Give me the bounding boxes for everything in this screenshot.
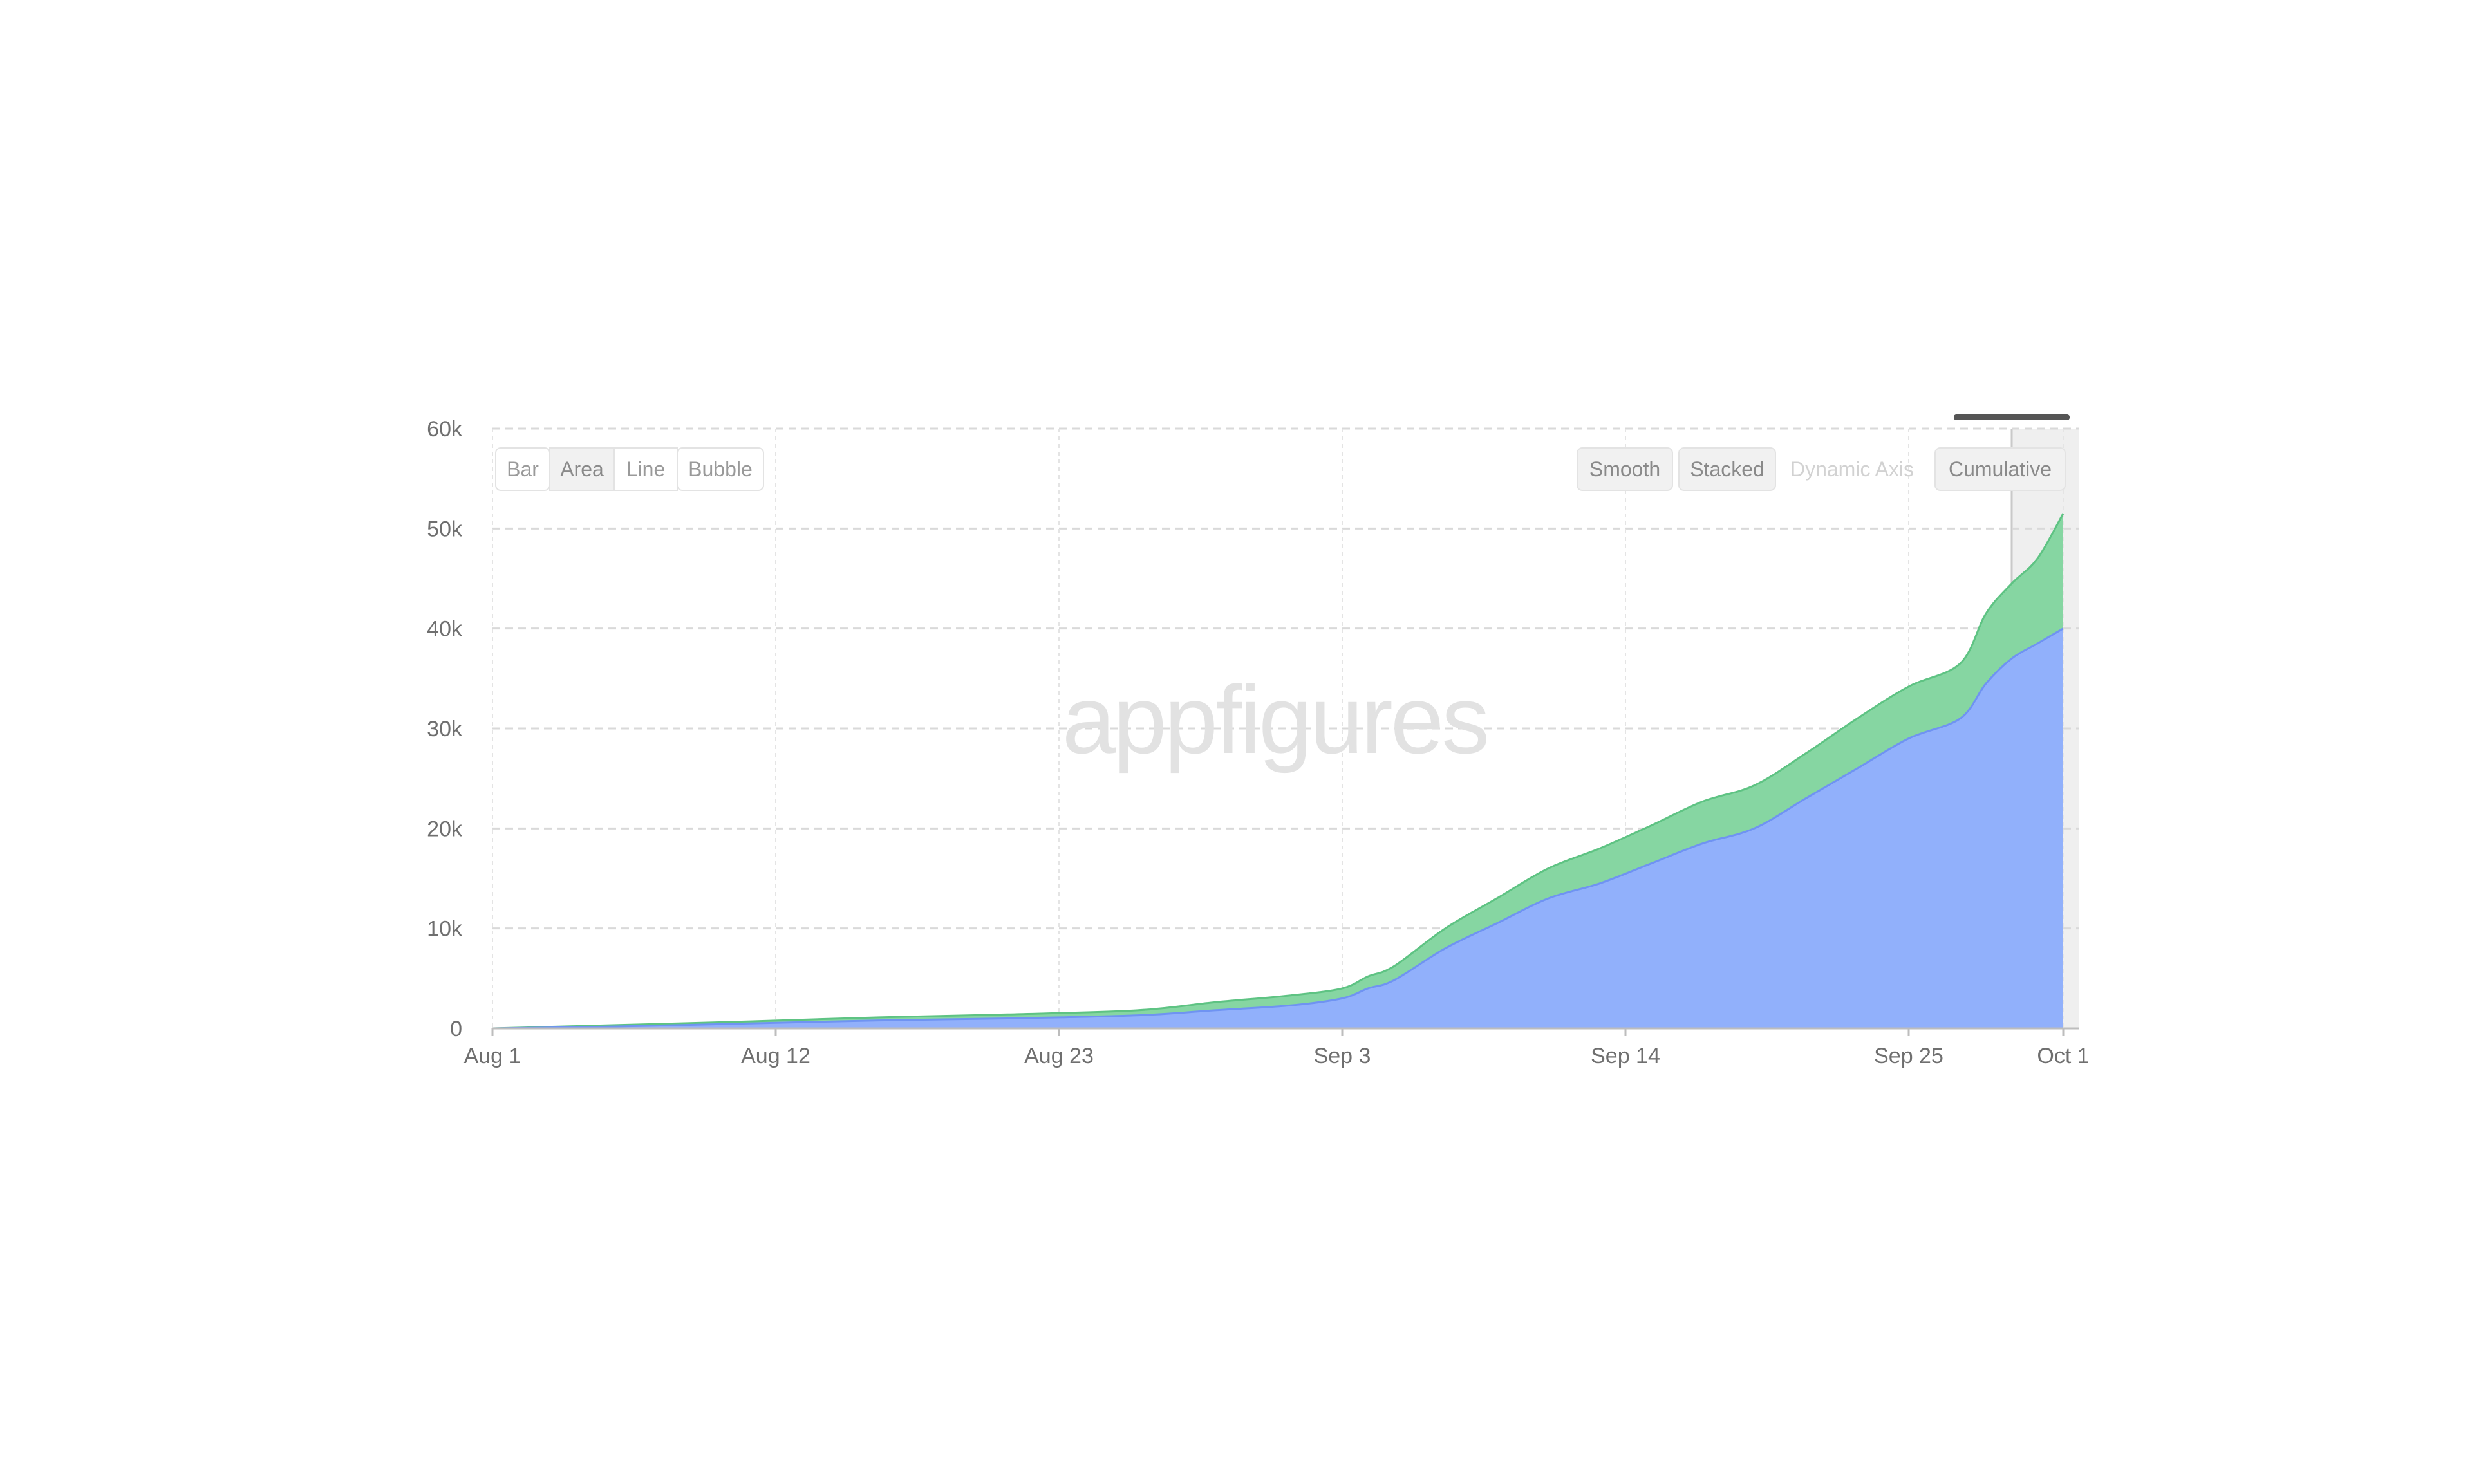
chart-type-button-label: Line (626, 458, 666, 481)
y-tick-label: 20k (427, 817, 463, 841)
y-tick-label: 0 (450, 1017, 462, 1041)
selection-drag-handle (1954, 414, 2070, 420)
chart-type-button-bg (613, 447, 678, 491)
x-tick-label: Aug 23 (1024, 1044, 1094, 1068)
y-tick-label: 10k (427, 917, 463, 941)
series-1-line (492, 627, 2064, 1030)
x-tick-label: Sep 14 (1591, 1044, 1660, 1068)
x-tick-label: Sep 25 (1874, 1044, 1943, 1068)
chart-type-button-line[interactable]: Line (613, 447, 678, 491)
option-button-label: Cumulative (1949, 458, 2052, 481)
chart-type-button-bubble[interactable]: Bubble (677, 447, 764, 491)
axis-layer: 0 10k 20k 30k 40k 50k 60k Aug 1 Aug 12 Aug 23 Sep … (427, 417, 2089, 1068)
option-button-cumulative[interactable]: Cumulative (1934, 447, 2066, 491)
option-button-stacked[interactable]: Stacked (1678, 447, 1776, 491)
option-button-label: Smooth (1589, 458, 1660, 481)
option-button-bg (1577, 447, 1673, 491)
series-1-area (492, 628, 2063, 1028)
option-button-bg (1934, 447, 2066, 491)
option-button-label: Dynamic Axis (1790, 458, 1914, 481)
y-tick-label: 60k (427, 417, 463, 441)
x-tick-label: Aug 1 (464, 1044, 521, 1068)
chart-type-button-label: Bar (507, 458, 539, 481)
series-2-line (492, 513, 2065, 1030)
watermark-logo: appfigures (1062, 665, 1488, 774)
chart-type-button-label: Bubble (688, 458, 753, 481)
x-tick-label: Aug 12 (741, 1044, 810, 1068)
y-tick-label: 30k (427, 717, 463, 741)
y-tick-label: 40k (427, 617, 463, 642)
chart-type-button-bg (677, 447, 764, 491)
option-button-dynamic-axis[interactable]: Dynamic Axis (1790, 458, 1914, 481)
option-button-smooth[interactable]: Smooth (1577, 447, 1673, 491)
chart-type-button-bg (549, 447, 615, 491)
option-button-label: Stacked (1690, 458, 1765, 481)
option-button-bg (1678, 447, 1776, 491)
chart-type-button-label: Area (560, 458, 604, 481)
chart-type-button-area[interactable]: Area (549, 447, 615, 491)
x-tick-label: Sep 3 (1314, 1044, 1371, 1068)
area-series-layer (492, 513, 2065, 1030)
y-tick-label: 50k (427, 517, 463, 541)
chart-controls: Bar Area Line Bubble Smooth Stacked Dynamic Ax… (495, 447, 2066, 491)
x-tick-label: Oct 1 (2037, 1044, 2089, 1068)
chart-type-button-bar[interactable]: Bar (495, 447, 550, 491)
chart-type-selector: Bar Area Line Bubble (495, 447, 764, 491)
